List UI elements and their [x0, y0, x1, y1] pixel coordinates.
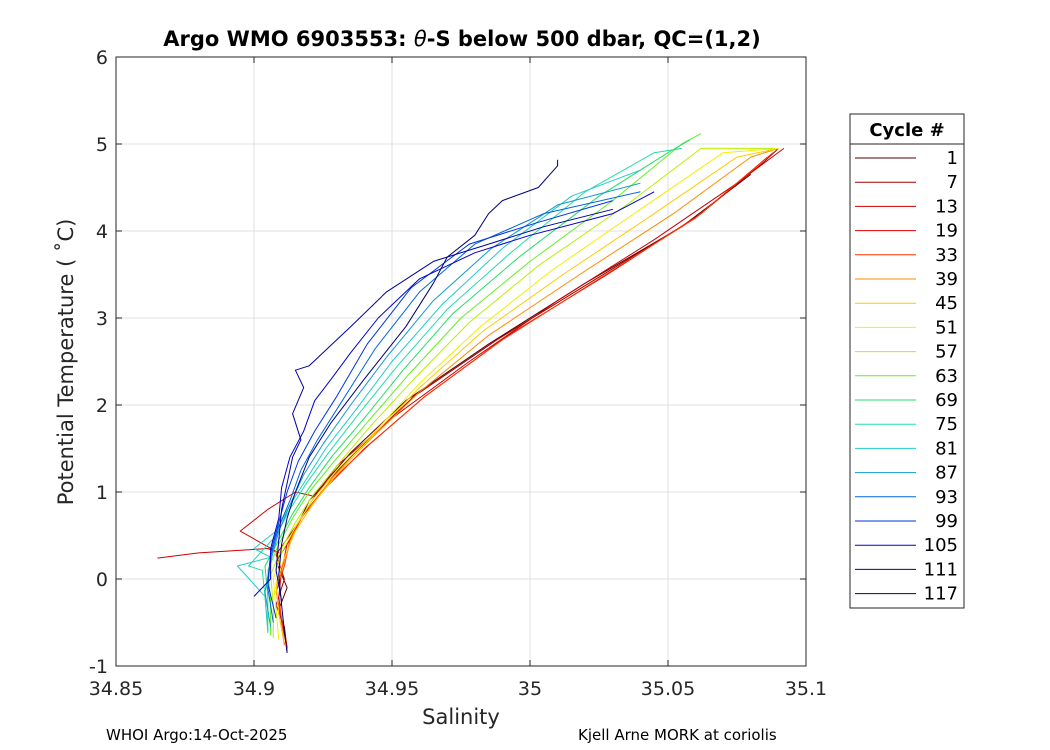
series-lines [157, 133, 785, 654]
legend-label-39: 39 [935, 269, 958, 290]
x-axis-ticks: 34.85 34.9 34.95 35 35.05 35.1 [89, 57, 827, 700]
x-axis-label: Salinity [422, 705, 500, 729]
x-tick-label: 35.05 [641, 678, 695, 700]
x-tick-label: 34.85 [89, 678, 143, 700]
legend-label-45: 45 [935, 293, 958, 314]
legend-label-1: 1 [947, 148, 958, 169]
series-line-11 [264, 139, 691, 633]
y-tick-label: 1 [96, 482, 108, 504]
footer-right: Kjell Arne MORK at coriolis [578, 726, 777, 744]
chart-title: Argo WMO 6903553: θ-S below 500 dbar, QC… [163, 27, 760, 51]
series-line-12 [248, 147, 682, 632]
chart-title-prefix: Argo WMO 6903553: [163, 27, 414, 51]
x-tick-label: 35.1 [785, 678, 827, 700]
chart-title-theta: θ [414, 27, 427, 51]
legend-title: Cycle # [869, 120, 944, 141]
series-line-9 [270, 147, 773, 639]
legend-box [849, 113, 965, 609]
legend-label-105: 105 [924, 535, 958, 556]
y-tick-label: 6 [96, 47, 108, 69]
series-line-8 [272, 147, 779, 640]
legend-label-87: 87 [935, 463, 958, 484]
x-tick-label: 34.9 [233, 678, 275, 700]
y-tick-label: -1 [89, 656, 108, 678]
y-axis-ticks: -1 0 1 2 3 4 5 6 [89, 47, 806, 678]
chart-title-suffix: -S below 500 dbar, QC=(1,2) [427, 27, 761, 51]
legend-entries: 1 7 13 19 33 39 45 51 57 63 69 75 81 87 93 99 105 111 117 [855, 148, 958, 605]
legend-label-63: 63 [935, 366, 958, 387]
y-axis-label: Potential Temperature ( ˚C) [54, 219, 78, 506]
legend-label-111: 111 [924, 559, 958, 580]
legend-label-19: 19 [935, 221, 958, 242]
footer-left: WHOI Argo:14-Oct-2025 [106, 726, 287, 744]
legend-label-75: 75 [935, 414, 958, 435]
legend-label-99: 99 [935, 511, 958, 532]
legend-label-13: 13 [935, 196, 958, 217]
x-tick-label: 35 [518, 678, 542, 700]
series-line-13 [236, 169, 641, 630]
legend-label-57: 57 [935, 342, 958, 363]
series-line-19 [278, 159, 559, 654]
legend-label-117: 117 [924, 584, 958, 605]
y-tick-label: 0 [96, 569, 108, 591]
y-tick-label: 5 [96, 134, 108, 156]
series-line-17 [253, 191, 655, 597]
y-tick-label: 2 [96, 395, 108, 417]
legend: Cycle # 1 7 13 19 33 39 45 51 57 63 69 75 81 87 93 99 10… [849, 113, 965, 609]
legend-label-51: 51 [935, 317, 958, 338]
legend-label-7: 7 [947, 172, 958, 193]
x-tick-label: 34.95 [365, 678, 419, 700]
legend-label-33: 33 [935, 245, 958, 266]
legend-label-93: 93 [935, 487, 958, 508]
series-line-18 [275, 208, 613, 601]
legend-label-69: 69 [935, 390, 958, 411]
y-tick-label: 3 [96, 308, 108, 330]
plot-frame [115, 56, 807, 667]
y-tick-label: 4 [96, 221, 108, 243]
legend-label-81: 81 [935, 438, 958, 459]
plot-area [116, 57, 806, 666]
